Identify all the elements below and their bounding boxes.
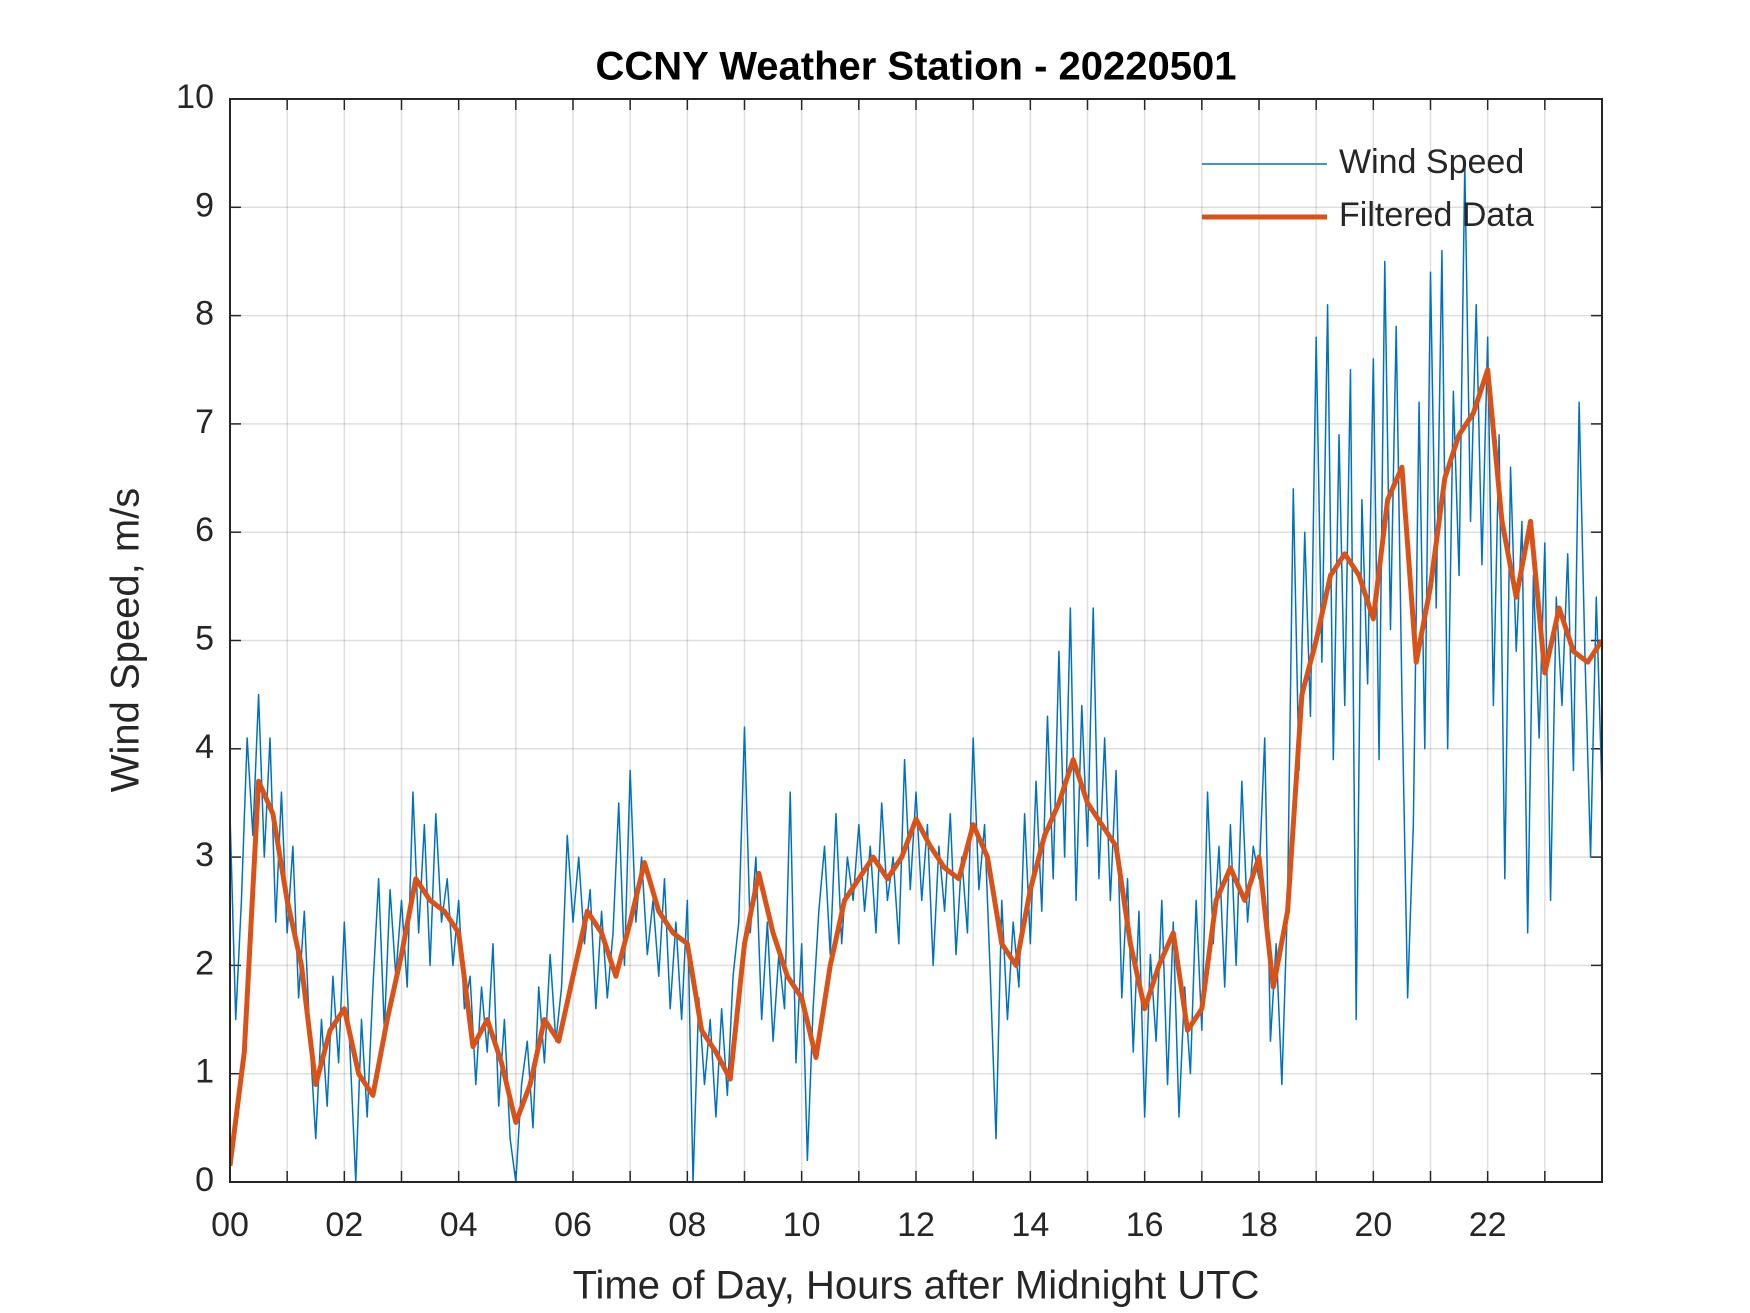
- y-axis-label: Wind Speed, m/s: [104, 488, 148, 793]
- x-axis-label: Time of Day, Hours after Midnight UTC: [573, 1264, 1260, 1308]
- legend-label: Wind Speed: [1339, 143, 1524, 181]
- x-tick-label: 02: [325, 1206, 363, 1244]
- y-tick-label: 7: [195, 403, 214, 441]
- y-tick-label: 8: [195, 295, 214, 333]
- x-tick-label: 16: [1126, 1206, 1164, 1244]
- axes-box: [229, 98, 1603, 1183]
- data-line: [230, 163, 1602, 1182]
- data-line: [230, 367, 1602, 1167]
- x-tick-label: 22: [1469, 1206, 1507, 1244]
- x-tick-label: 18: [1240, 1206, 1278, 1244]
- x-tick-label: 08: [668, 1206, 706, 1244]
- y-tick-label: 0: [195, 1161, 214, 1199]
- x-tick-label: 12: [897, 1206, 935, 1244]
- y-tick-label: 5: [195, 619, 214, 657]
- y-tick-label: 9: [195, 186, 214, 224]
- y-tick-label: 10: [176, 78, 214, 116]
- y-tick-label: 1: [195, 1053, 214, 1091]
- x-tick-label: 20: [1354, 1206, 1392, 1244]
- x-tick-label: 04: [440, 1206, 478, 1244]
- y-tick-label: 4: [195, 728, 214, 766]
- legend-label: Filtered Data: [1339, 196, 1534, 234]
- x-tick-label: 00: [211, 1206, 249, 1244]
- x-tick-label: 10: [783, 1206, 821, 1244]
- chart-title: CCNY Weather Station - 20220501: [596, 45, 1237, 89]
- y-tick-label: 3: [195, 836, 214, 874]
- y-tick-label: 2: [195, 944, 214, 982]
- x-tick-label: 06: [554, 1206, 592, 1244]
- x-tick-label: 14: [1011, 1206, 1049, 1244]
- y-tick-label: 6: [195, 511, 214, 549]
